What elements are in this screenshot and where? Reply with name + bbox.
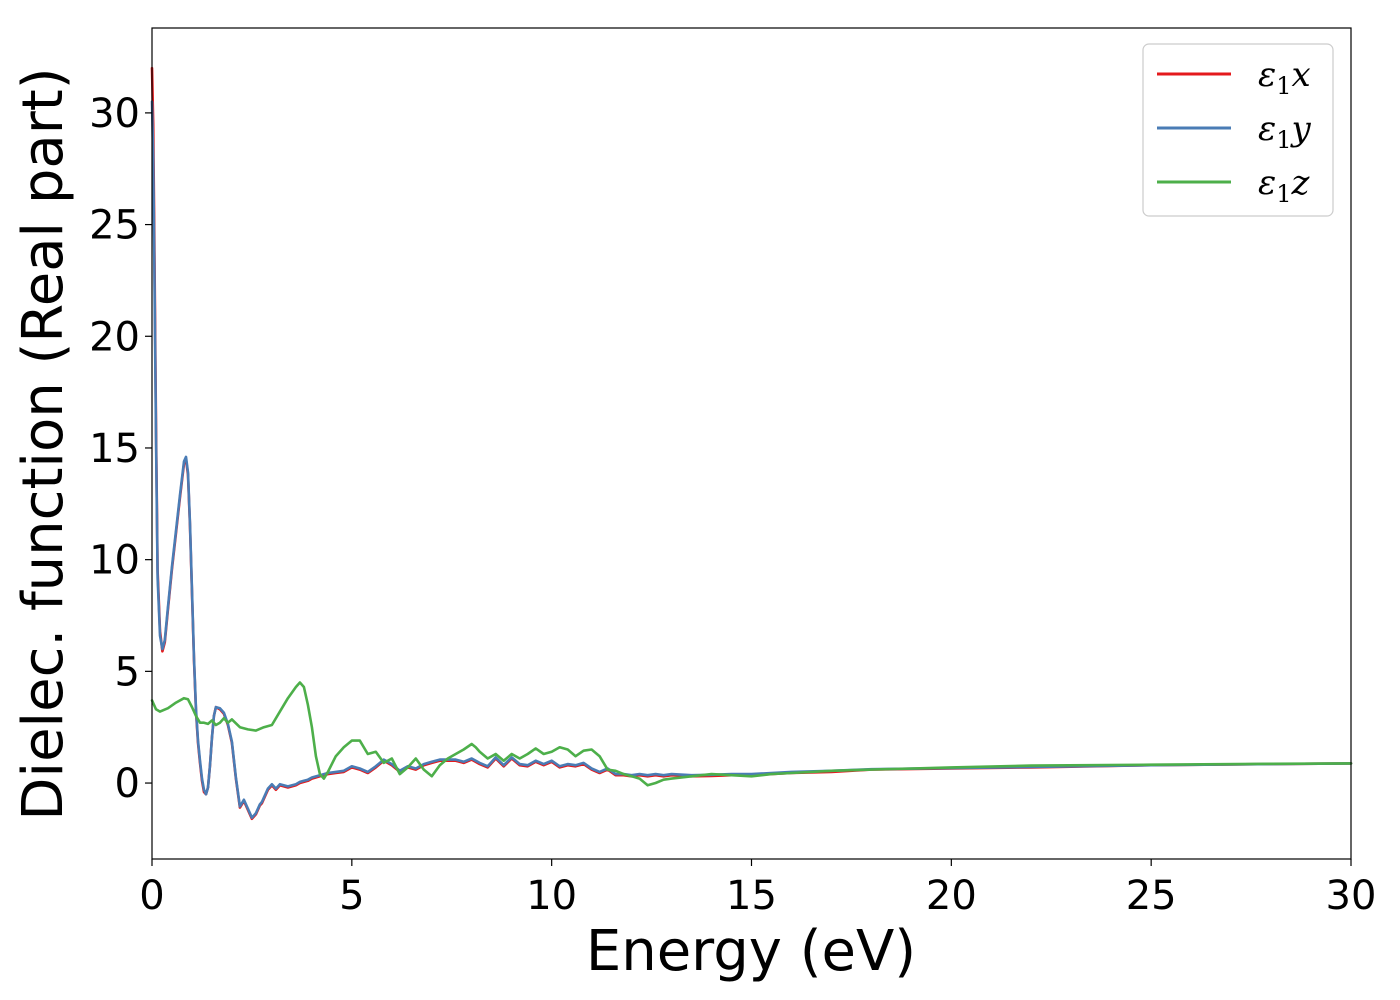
x-tick-label: 15 <box>726 873 777 919</box>
y-axis-title: Dielec. function (Real part) <box>11 67 76 820</box>
y-tick-label: 25 <box>89 203 140 249</box>
y-axis-ticks: 0 5 10 15 20 25 30 <box>89 91 152 807</box>
x-tick-label: 30 <box>1326 873 1377 919</box>
legend-label-y: ε1y <box>1258 109 1312 154</box>
x-tick-label: 0 <box>139 873 164 919</box>
y-tick-label: 5 <box>115 649 140 695</box>
x-tick-label: 5 <box>339 873 364 919</box>
x-axis-ticks: 0 5 10 15 20 25 30 <box>139 859 1376 919</box>
legend-box <box>1142 43 1334 217</box>
y-tick-label: 10 <box>89 538 140 584</box>
y-tick-label: 15 <box>89 426 140 472</box>
y-tick-label: 30 <box>89 91 140 137</box>
x-tick-label: 25 <box>1126 873 1177 919</box>
x-tick-label: 10 <box>526 873 577 919</box>
y-tick-label: 20 <box>89 314 140 360</box>
y-tick-label: 0 <box>115 761 140 807</box>
legend-label-x: ε1x <box>1258 55 1311 100</box>
legend-label-z: ε1z <box>1258 163 1311 208</box>
x-axis-title: Energy (eV) <box>586 919 916 984</box>
x-tick-label: 20 <box>926 873 977 919</box>
series-line-z <box>150 681 1353 787</box>
legend: ε1x ε1y ε1z <box>1142 43 1334 217</box>
series-layer <box>150 66 1353 821</box>
